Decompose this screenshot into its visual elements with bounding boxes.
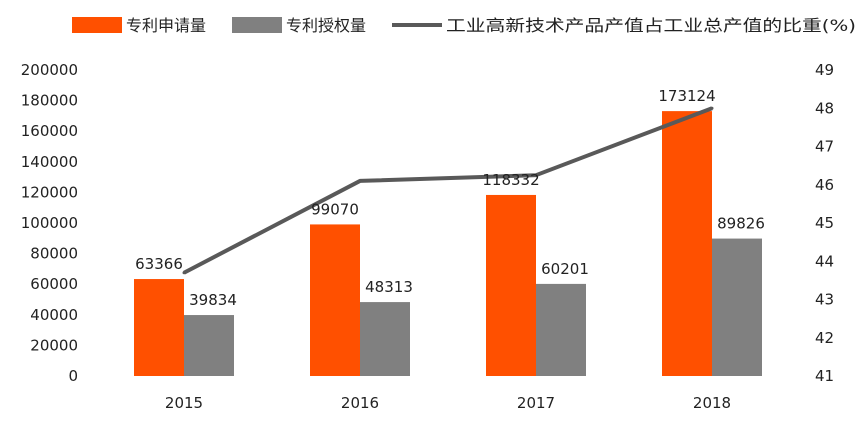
line-point-2017	[534, 173, 538, 177]
label-applications-2018: 173124	[658, 87, 715, 105]
legend-item-ratio-label: 工业高新技术产品产值占工业总产值的比重(%)	[446, 16, 856, 35]
label-grants-2017: 60201	[541, 260, 589, 278]
right-tick-label: 45	[815, 214, 834, 232]
line-point-2015	[182, 271, 186, 275]
left-tick-label: 180000	[21, 92, 78, 110]
left-tick-label: 20000	[30, 336, 78, 354]
label-applications-2015: 63366	[135, 255, 183, 273]
legend-item-applications-swatch	[72, 17, 122, 33]
left-tick-label: 60000	[30, 275, 78, 293]
line-ratio	[183, 106, 713, 275]
bars	[134, 111, 762, 377]
label-applications-2017: 118332	[482, 171, 539, 189]
label-applications-2016: 99070	[311, 200, 359, 218]
left-tick-label: 200000	[21, 61, 78, 79]
x-tick-label-2015: 2015	[165, 394, 203, 412]
right-tick-label: 46	[815, 176, 834, 194]
right-tick-label: 44	[815, 252, 834, 270]
x-tick-label-2017: 2017	[517, 394, 555, 412]
line-point-2018	[710, 106, 714, 110]
right-tick-label: 43	[815, 291, 834, 309]
left-tick-label: 0	[68, 367, 78, 385]
right-tick-label: 49	[815, 61, 834, 79]
legend: 专利申请量 专利授权量 工业高新技术产品产值占工业总产值的比重(%)	[72, 16, 856, 35]
bar-grants-2016	[360, 302, 410, 376]
bar-applications-2015	[134, 279, 184, 376]
bar-grants-2018	[712, 238, 762, 376]
left-tick-label: 140000	[21, 153, 78, 171]
line-series	[182, 106, 714, 275]
left-tick-label: 40000	[30, 306, 78, 324]
bar-grants-2015	[184, 315, 234, 376]
bar-applications-2016	[310, 224, 360, 376]
x-tick-label-2016: 2016	[341, 394, 379, 412]
left-y-axis: 0 20000 40000 60000 80000 100000 120000 140000 1…	[21, 61, 78, 385]
bar-grants-2017	[536, 283, 586, 376]
legend-item-grants-label: 专利授权量	[286, 16, 366, 35]
x-tick-label-2018: 2018	[693, 394, 731, 412]
bar-applications-2017	[486, 194, 536, 376]
right-tick-label: 47	[815, 138, 834, 156]
legend-item-grants-swatch	[232, 17, 282, 33]
right-tick-label: 42	[815, 329, 834, 347]
left-tick-label: 80000	[30, 245, 78, 263]
label-grants-2016: 48313	[365, 278, 413, 296]
left-tick-label: 100000	[21, 214, 78, 232]
bar-applications-2018	[662, 111, 712, 377]
legend-item-applications-label: 专利申请量	[126, 16, 206, 35]
right-y-axis: 41 42 43 44 45 46 47 48 49	[815, 61, 834, 385]
label-grants-2015: 39834	[189, 291, 237, 309]
x-axis: 2015 2016 2017 2018	[165, 394, 731, 412]
left-tick-label: 120000	[21, 183, 78, 201]
label-grants-2018: 89826	[717, 215, 765, 233]
data-labels: 63366 99070 118332 173124 39834 48313 60201 898…	[135, 87, 765, 309]
right-tick-label: 41	[815, 367, 834, 385]
left-tick-label: 160000	[21, 122, 78, 140]
line-point-2016	[358, 179, 362, 183]
right-tick-label: 48	[815, 99, 834, 117]
